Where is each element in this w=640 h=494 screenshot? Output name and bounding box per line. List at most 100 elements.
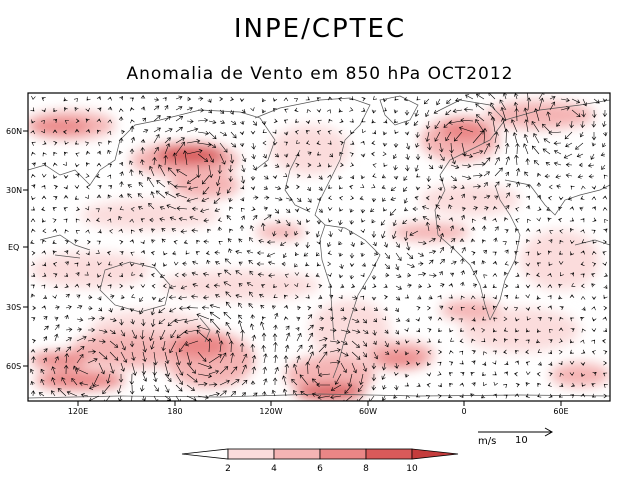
wind-vector [285,332,291,342]
wind-vector [415,142,420,148]
wind-vector [338,175,343,180]
wind-vector [428,237,436,243]
wind-vector [41,108,46,113]
wind-vector [505,171,510,177]
wind-vector [167,318,177,327]
wind-vector [428,295,433,300]
wind-vector [393,142,399,148]
wind-vector [274,219,281,224]
wind-vector [428,273,437,278]
wind-vector [54,316,59,321]
wind-vector [525,93,530,100]
wind-vector [196,164,201,179]
wind-vector [31,184,36,189]
wind-vector [87,327,96,333]
wind-vector [175,395,181,401]
wind-vector [471,251,476,256]
wind-vector [483,171,490,177]
wind-vector [250,380,256,386]
wind-vector [581,109,586,118]
wind-vector [460,258,465,265]
wind-vector [526,195,530,200]
wind-vector [175,373,183,385]
wind-vector [76,346,85,353]
wind-vector [181,272,188,278]
wind-vector [525,339,530,344]
wind-vector [88,384,100,390]
wind-vector [118,215,123,221]
wind-vector [250,130,256,135]
wind-vector [229,96,234,102]
wind-vector [412,217,419,223]
wind-vector [86,218,91,223]
wind-vector [570,272,575,277]
wind-vector [382,107,387,112]
wind-vector [448,120,463,125]
wind-vector [202,272,210,277]
wind-vector [360,295,365,300]
wind-vector [438,164,443,169]
wind-vector [438,186,443,191]
wind-vector [74,195,79,200]
wind-vector [274,208,280,214]
wind-vector [120,329,126,337]
wind-vector [470,393,475,398]
wind-vector [186,119,194,124]
wind-vector [577,174,584,179]
wind-vector [249,323,255,331]
wind-vector [284,273,289,278]
wind-vector [582,98,587,107]
wind-vector [86,184,90,190]
wind-vector [351,329,361,334]
wind-vector [97,261,102,266]
wind-vector [316,197,322,202]
wind-vector [98,142,103,147]
wind-vector [338,108,343,113]
wind-vector [504,142,510,155]
wind-vector [569,294,575,298]
wind-vector [156,180,166,188]
wind-vector [560,272,564,277]
wind-vector [178,295,188,301]
wind-vector [372,329,377,336]
wind-vector [75,163,80,168]
wind-vector [31,173,36,178]
wind-vector [560,106,570,111]
wind-vector [450,260,457,265]
wind-vector [291,378,298,386]
wind-vector [162,283,167,289]
wind-vector [591,273,596,278]
wind-vector [66,390,78,397]
wind-vector [538,93,545,100]
wind-vector [581,185,586,190]
wind-vector [427,305,431,311]
wind-vector [164,137,171,144]
wind-vector [371,151,375,157]
wind-vector [515,228,520,233]
wind-vector [536,182,542,188]
wind-vector [30,218,36,223]
wind-vector [197,153,209,162]
wind-vector [173,240,178,245]
wind-vector [251,366,257,375]
wind-vector [439,232,444,243]
wind-vector [127,184,133,189]
wind-vector [274,312,279,320]
wind-vector [151,239,156,244]
wind-vector [53,284,58,289]
wind-vector [305,96,310,101]
wind-vector [285,163,290,168]
wind-vector [206,259,211,265]
wind-vector [283,131,289,136]
wind-vector [161,228,166,232]
wind-vector [30,390,36,397]
wind-vector [296,139,301,144]
wind-vector [153,127,161,133]
wind-vector [472,195,477,200]
wind-vector [31,272,36,277]
wind-vector [394,384,399,391]
wind-vector [425,395,431,399]
wind-vector [263,378,268,386]
wind-vector [318,208,323,213]
wind-vector [427,283,432,288]
